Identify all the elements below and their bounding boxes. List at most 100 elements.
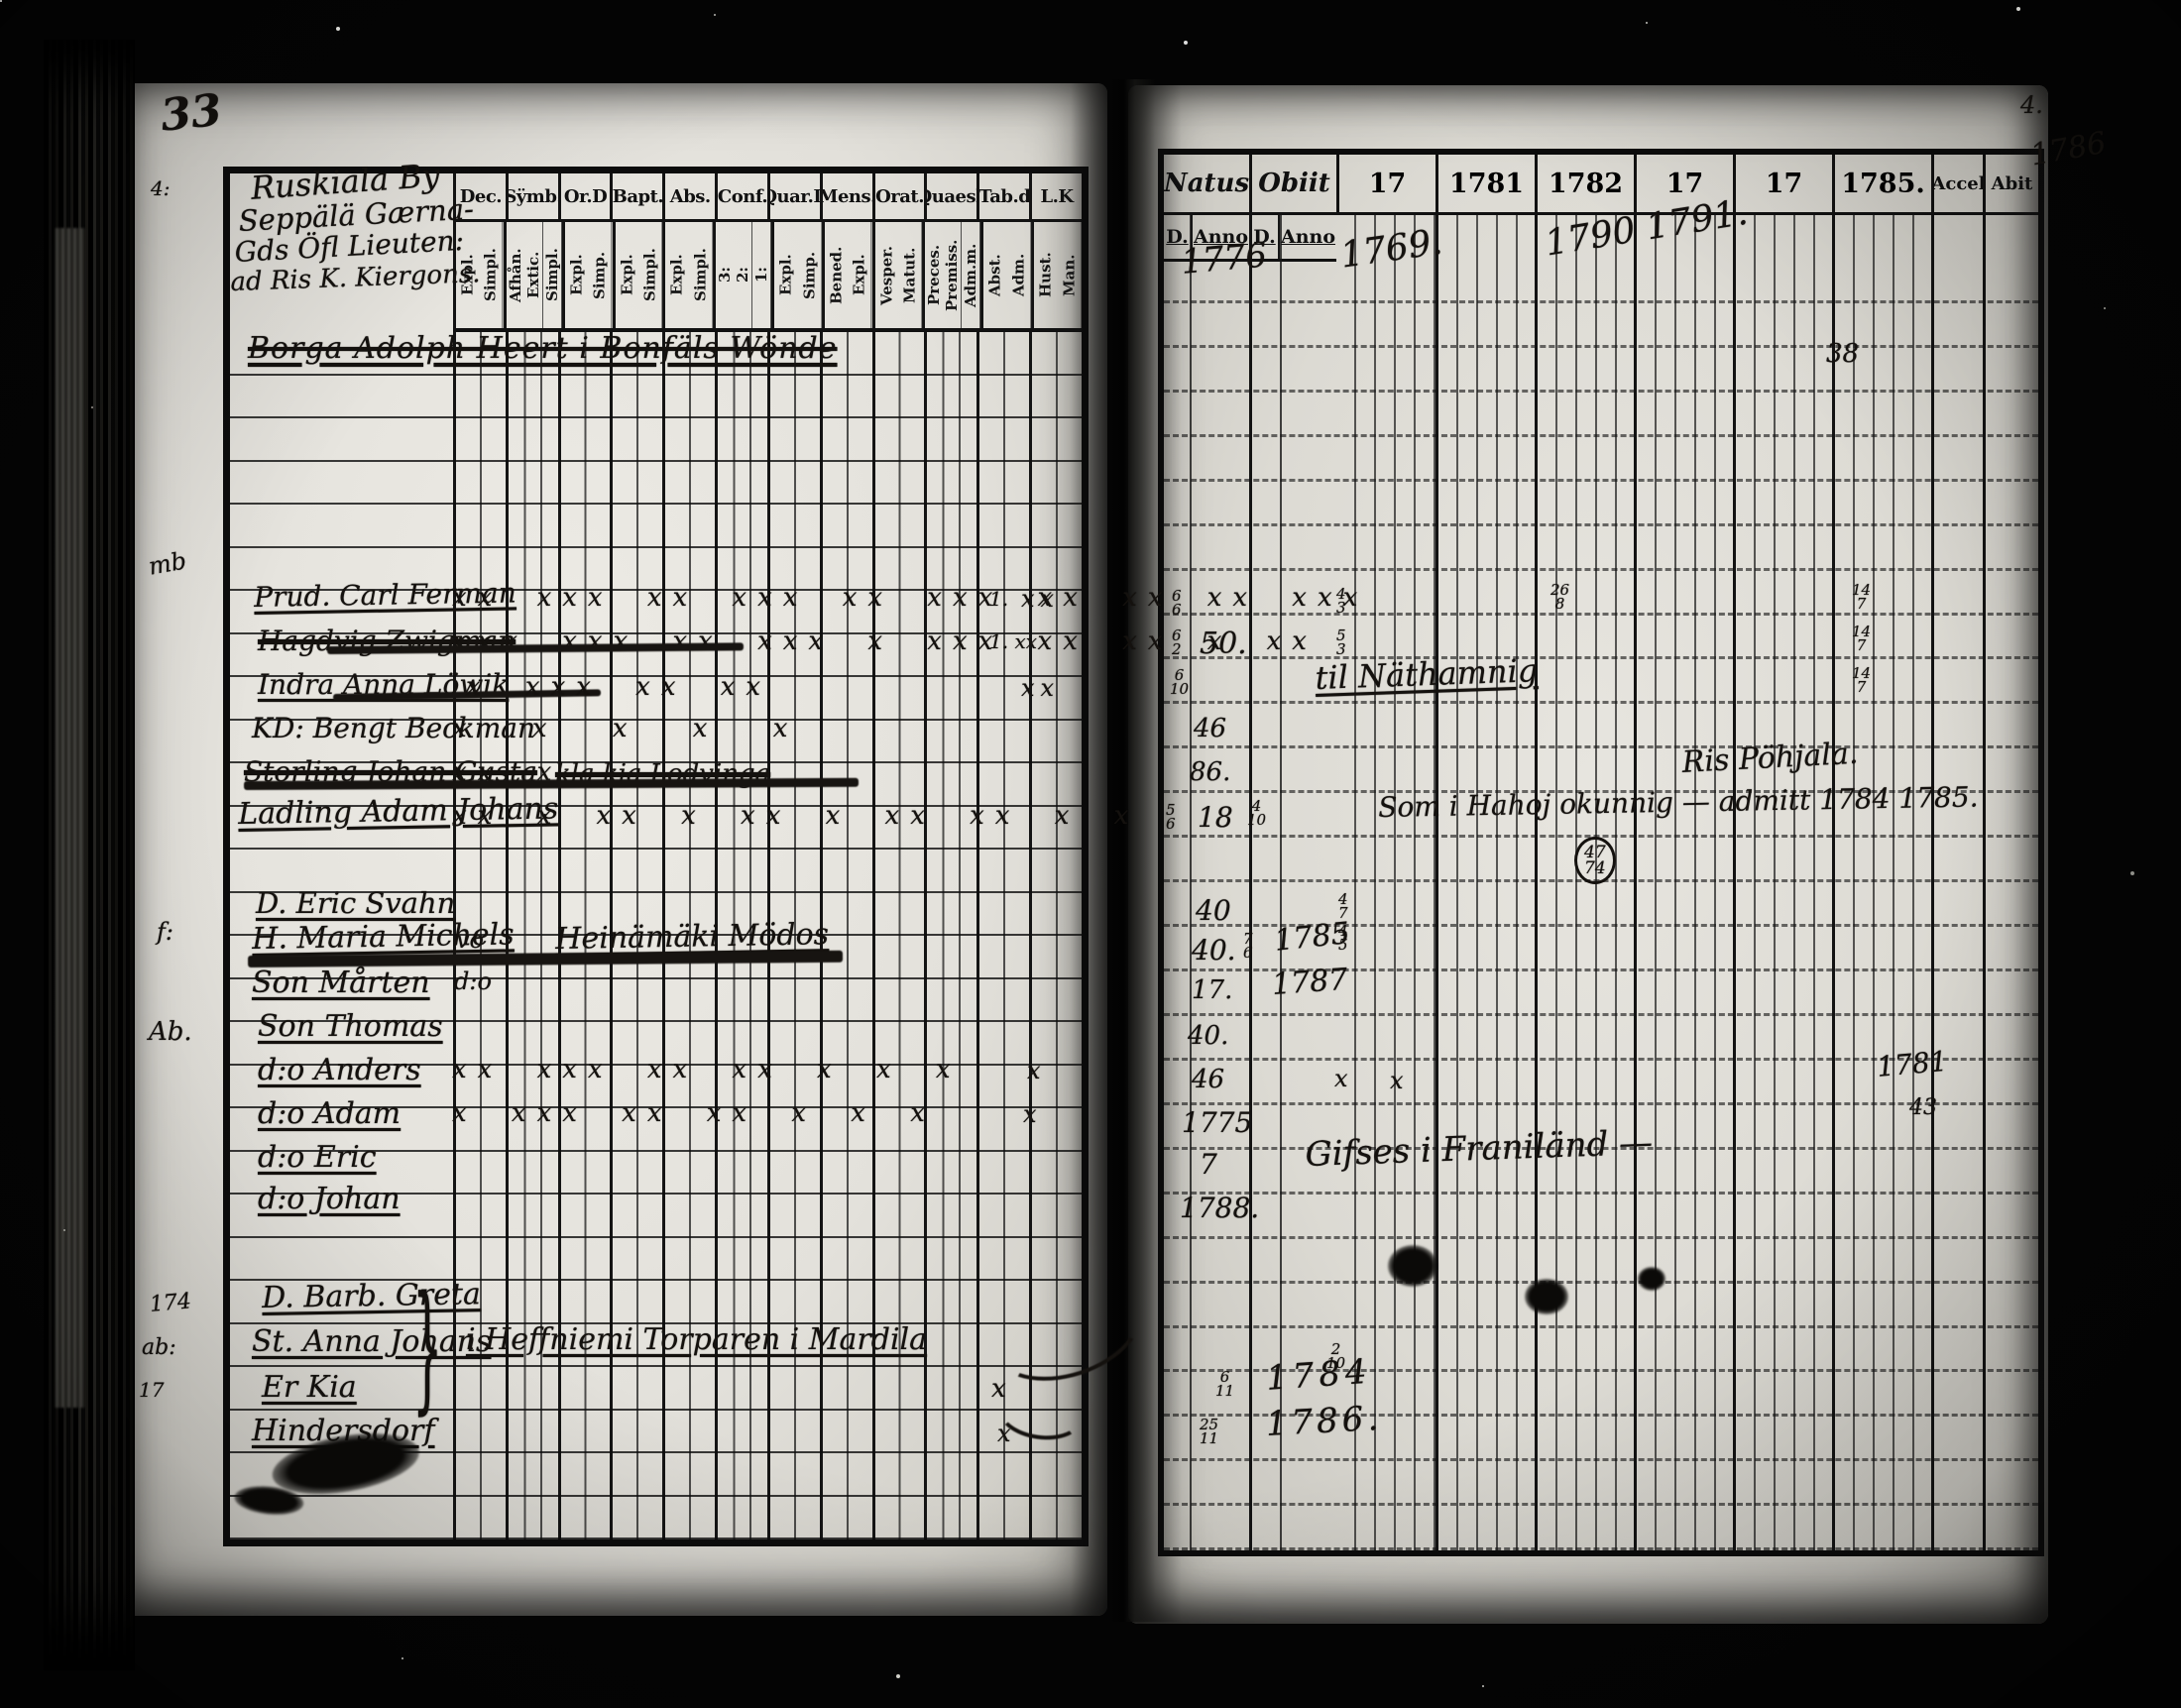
rotated-sublabel: Simp. xyxy=(797,222,822,328)
left-body-column xyxy=(715,332,767,1539)
rotated-sublabel: Simpl. xyxy=(542,222,562,328)
table-row xyxy=(230,1152,1082,1195)
table-row xyxy=(230,1367,1082,1411)
table-row xyxy=(1164,348,2038,393)
left-table-subheaders: Expl. Simpl. Afhån. Extic. Simpl. Expl. Simp. E… xyxy=(453,222,1082,332)
table-row xyxy=(230,1066,1082,1108)
rotated-sublabel: Expl. xyxy=(567,254,586,296)
table-row xyxy=(230,1238,1082,1281)
obiit-column xyxy=(1249,215,1336,1550)
table-row xyxy=(1164,1417,2038,1462)
year-body-column xyxy=(1733,215,1832,1550)
left-table-column-headers: Dec.Sÿmb.Or.DBapt.Abs.Conf.Quar.DMens.Or… xyxy=(453,173,1082,222)
rotated-sublabel: 2: xyxy=(734,222,753,328)
rotated-sublabel: Vesper. xyxy=(877,245,896,305)
table-row xyxy=(230,721,1082,763)
left-column-header: Orat. xyxy=(871,173,924,219)
left-column-subheader: Expl. Simpl. xyxy=(453,222,504,328)
table-row xyxy=(1164,482,2038,526)
abit-column xyxy=(1983,215,2038,1550)
left-column-subheader: Expl. Simpl. xyxy=(662,222,714,328)
table-row xyxy=(230,332,1082,376)
left-column-header: Tab.d xyxy=(976,173,1029,219)
left-body-column xyxy=(662,332,715,1539)
table-row xyxy=(230,634,1082,677)
rotated-sublabel: Extic. xyxy=(523,222,543,328)
rotated-sublabel: Simpl. xyxy=(479,222,504,328)
rotated-sublabel: Expl. xyxy=(458,254,477,296)
rotated-sublabel: 3: xyxy=(716,267,735,284)
table-row xyxy=(230,979,1082,1022)
rotated-sublabel: Matut. xyxy=(898,222,923,328)
left-table-row-grid xyxy=(230,332,1082,1539)
obiit-header: Obiit xyxy=(1249,155,1336,212)
rotated-sublabel: Man. xyxy=(1057,222,1082,328)
table-row xyxy=(230,893,1082,936)
rotated-sublabel: Simp. xyxy=(588,222,613,328)
year-header: 17 xyxy=(1733,155,1832,212)
rotated-sublabel: Simpl. xyxy=(637,222,663,328)
year-body-column xyxy=(1435,215,1535,1550)
left-column-header: Dec. xyxy=(453,173,506,219)
table-row xyxy=(230,1108,1082,1152)
rotated-sublabel: Abst. xyxy=(986,254,1005,296)
year-header: 17 xyxy=(1336,155,1435,212)
rotated-sublabel: Bened. xyxy=(827,246,846,304)
left-column-header: Bapt. xyxy=(610,173,662,219)
table-row xyxy=(1164,1506,2038,1550)
left-column-subheader: Hust. Man. xyxy=(1031,222,1082,328)
table-row xyxy=(1164,1284,2038,1328)
left-table: Dec.Sÿmb.Or.DBapt.Abs.Conf.Quar.DMens.Or… xyxy=(223,167,1089,1546)
rotated-sublabel: Adm.m. xyxy=(962,222,981,328)
table-row xyxy=(230,850,1082,893)
table-row xyxy=(1164,393,2038,437)
rotated-sublabel: Expl. xyxy=(848,222,872,328)
table-row xyxy=(1164,704,2038,749)
table-row xyxy=(1164,659,2038,705)
left-body-column xyxy=(505,332,558,1539)
year-header: 1782 xyxy=(1535,155,1634,212)
left-body-column xyxy=(924,332,977,1539)
table-row xyxy=(1164,927,2038,971)
table-row xyxy=(230,1281,1082,1324)
abit-header: Abit xyxy=(1983,155,2038,212)
left-column-header: Sÿmb. xyxy=(505,173,558,219)
left-column-header: Conf. xyxy=(715,173,767,219)
left-column-subheader: Abst. Adm. xyxy=(980,222,1032,328)
table-row xyxy=(230,763,1082,807)
table-row xyxy=(230,591,1082,634)
accel-column xyxy=(1931,215,1983,1550)
table-row xyxy=(230,462,1082,505)
year-header: 17 xyxy=(1634,155,1733,212)
table-row xyxy=(1164,1016,2038,1061)
table-row xyxy=(230,1497,1082,1539)
rotated-sublabel: Preces. xyxy=(925,244,944,306)
table-row xyxy=(1164,437,2038,482)
left-column-header: Mens. xyxy=(819,173,872,219)
rotated-sublabel: Premiss. xyxy=(943,222,963,328)
left-body-column xyxy=(976,332,1029,1539)
left-column-header: Quaesl. xyxy=(924,173,976,219)
left-column-header: Quar.D xyxy=(766,173,820,219)
table-row xyxy=(1164,1239,2038,1284)
book-binding-edge xyxy=(44,40,135,1670)
rotated-sublabel: Adm. xyxy=(1006,222,1032,328)
table-row xyxy=(1164,971,2038,1016)
table-row xyxy=(230,418,1082,462)
table-row xyxy=(1164,1372,2038,1418)
table-row xyxy=(1164,793,2038,839)
right-table: Natus Obiit 17 1781 1782 17 17 1785. Accel Ab… xyxy=(1158,149,2044,1556)
left-column-subheader: Expl. Simp. xyxy=(771,222,822,328)
left-body-column xyxy=(871,332,925,1539)
table-row xyxy=(1164,1061,2038,1105)
left-column-header: Or.D xyxy=(557,173,611,219)
table-row xyxy=(230,936,1082,979)
table-row xyxy=(1164,1328,2038,1373)
table-row xyxy=(1164,1461,2038,1507)
table-row xyxy=(1164,303,2038,348)
left-body-column xyxy=(766,332,820,1539)
table-row xyxy=(230,1022,1082,1066)
table-row xyxy=(1164,571,2038,616)
left-table-column-grid xyxy=(453,332,1082,1539)
year-body-column xyxy=(1336,215,1435,1550)
